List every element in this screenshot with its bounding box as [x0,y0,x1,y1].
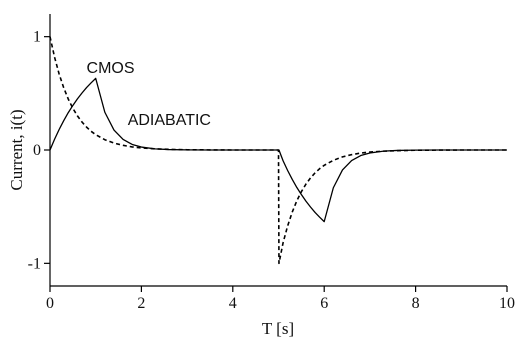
y-axis-title: Current, i(t) [7,109,26,190]
x-tick-label: 4 [229,295,237,312]
x-tick-label: 10 [499,295,515,312]
x-axis-title: T [s] [262,319,294,338]
y-tick-label: 1 [33,29,41,46]
y-tick-label: -1 [28,255,41,272]
x-tick-label: 2 [137,295,145,312]
x-ticks: 0 2 4 6 8 10 [46,286,515,312]
series-label-adiabatic: ADIABATIC [128,112,211,129]
y-ticks: -1 0 1 [28,29,50,272]
series-label-cmos: CMOS [87,60,135,77]
series-labels: ADIABATIC CMOS [87,60,211,129]
plot-area: 0 2 4 6 8 10 -1 0 1 ADIABATIC CMOS [28,14,515,312]
x-tick-label: 8 [412,295,420,312]
x-tick-label: 0 [46,295,54,312]
x-tick-label: 6 [320,295,328,312]
series-line-cmos [49,36,507,265]
series-layer [49,36,507,265]
y-tick-label: 0 [33,142,41,159]
